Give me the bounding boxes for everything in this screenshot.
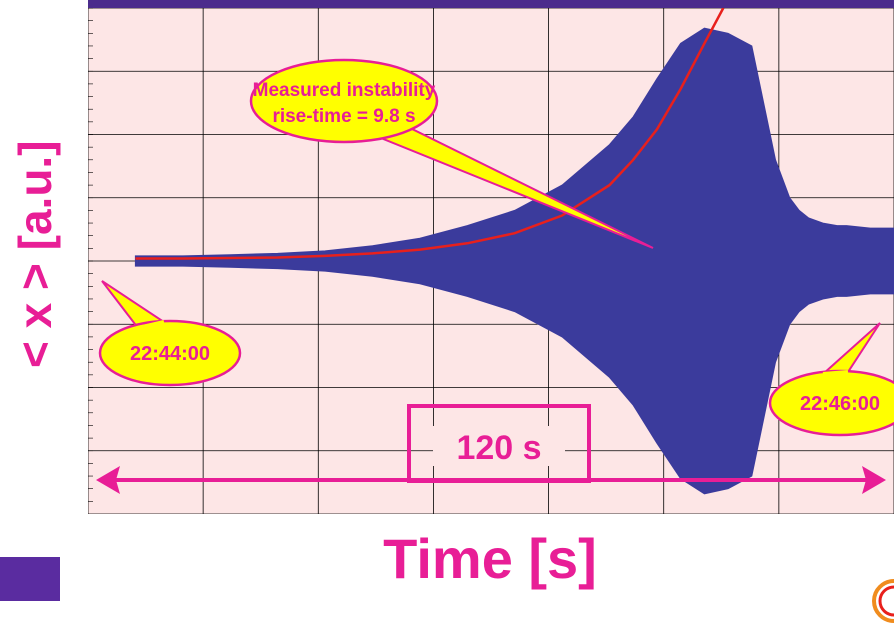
callout-joint [822,370,849,376]
callout-pointer [820,322,881,376]
corner-decoration [0,557,60,601]
logo-icon [872,579,894,623]
duration-arrow-right [862,466,886,494]
data-layer [134,7,894,495]
top-banner [88,0,894,8]
callout-joint [370,124,407,136]
y-axis-label: < x > [a.u.] [9,140,61,368]
rise-time-label-line2: rise-time = 9.8 s [272,106,415,127]
duration-arrow-left [96,466,120,494]
end-time-label: 22:46:00 [800,393,880,415]
rise-time-callout: Measured instability rise-time = 9.8 s [249,58,654,249]
callout-joint [137,320,165,330]
callout-bubble [249,58,439,144]
plot-area: Measured instability rise-time = 9.8 s 22:… [87,7,894,515]
end-time-callout: 22:46:00 [768,322,894,437]
annotation-layer: Measured instability rise-time = 9.8 s 22:… [96,58,894,494]
chart: Measured instability rise-time = 9.8 s 22:… [87,7,894,515]
duration-label-bg [433,426,565,466]
duration-label: 120 s [456,429,541,467]
exponential-fit-line [135,7,725,260]
rise-time-label-line1: Measured instability [253,80,436,101]
start-time-callout: 22:44:00 [98,280,242,387]
start-time-label: 22:44:00 [130,343,210,365]
x-axis-label: Time [s] [383,527,597,590]
oscillation-envelope [134,27,894,495]
duration-marker: 120 s [96,404,886,494]
callout-bubble [98,319,242,387]
